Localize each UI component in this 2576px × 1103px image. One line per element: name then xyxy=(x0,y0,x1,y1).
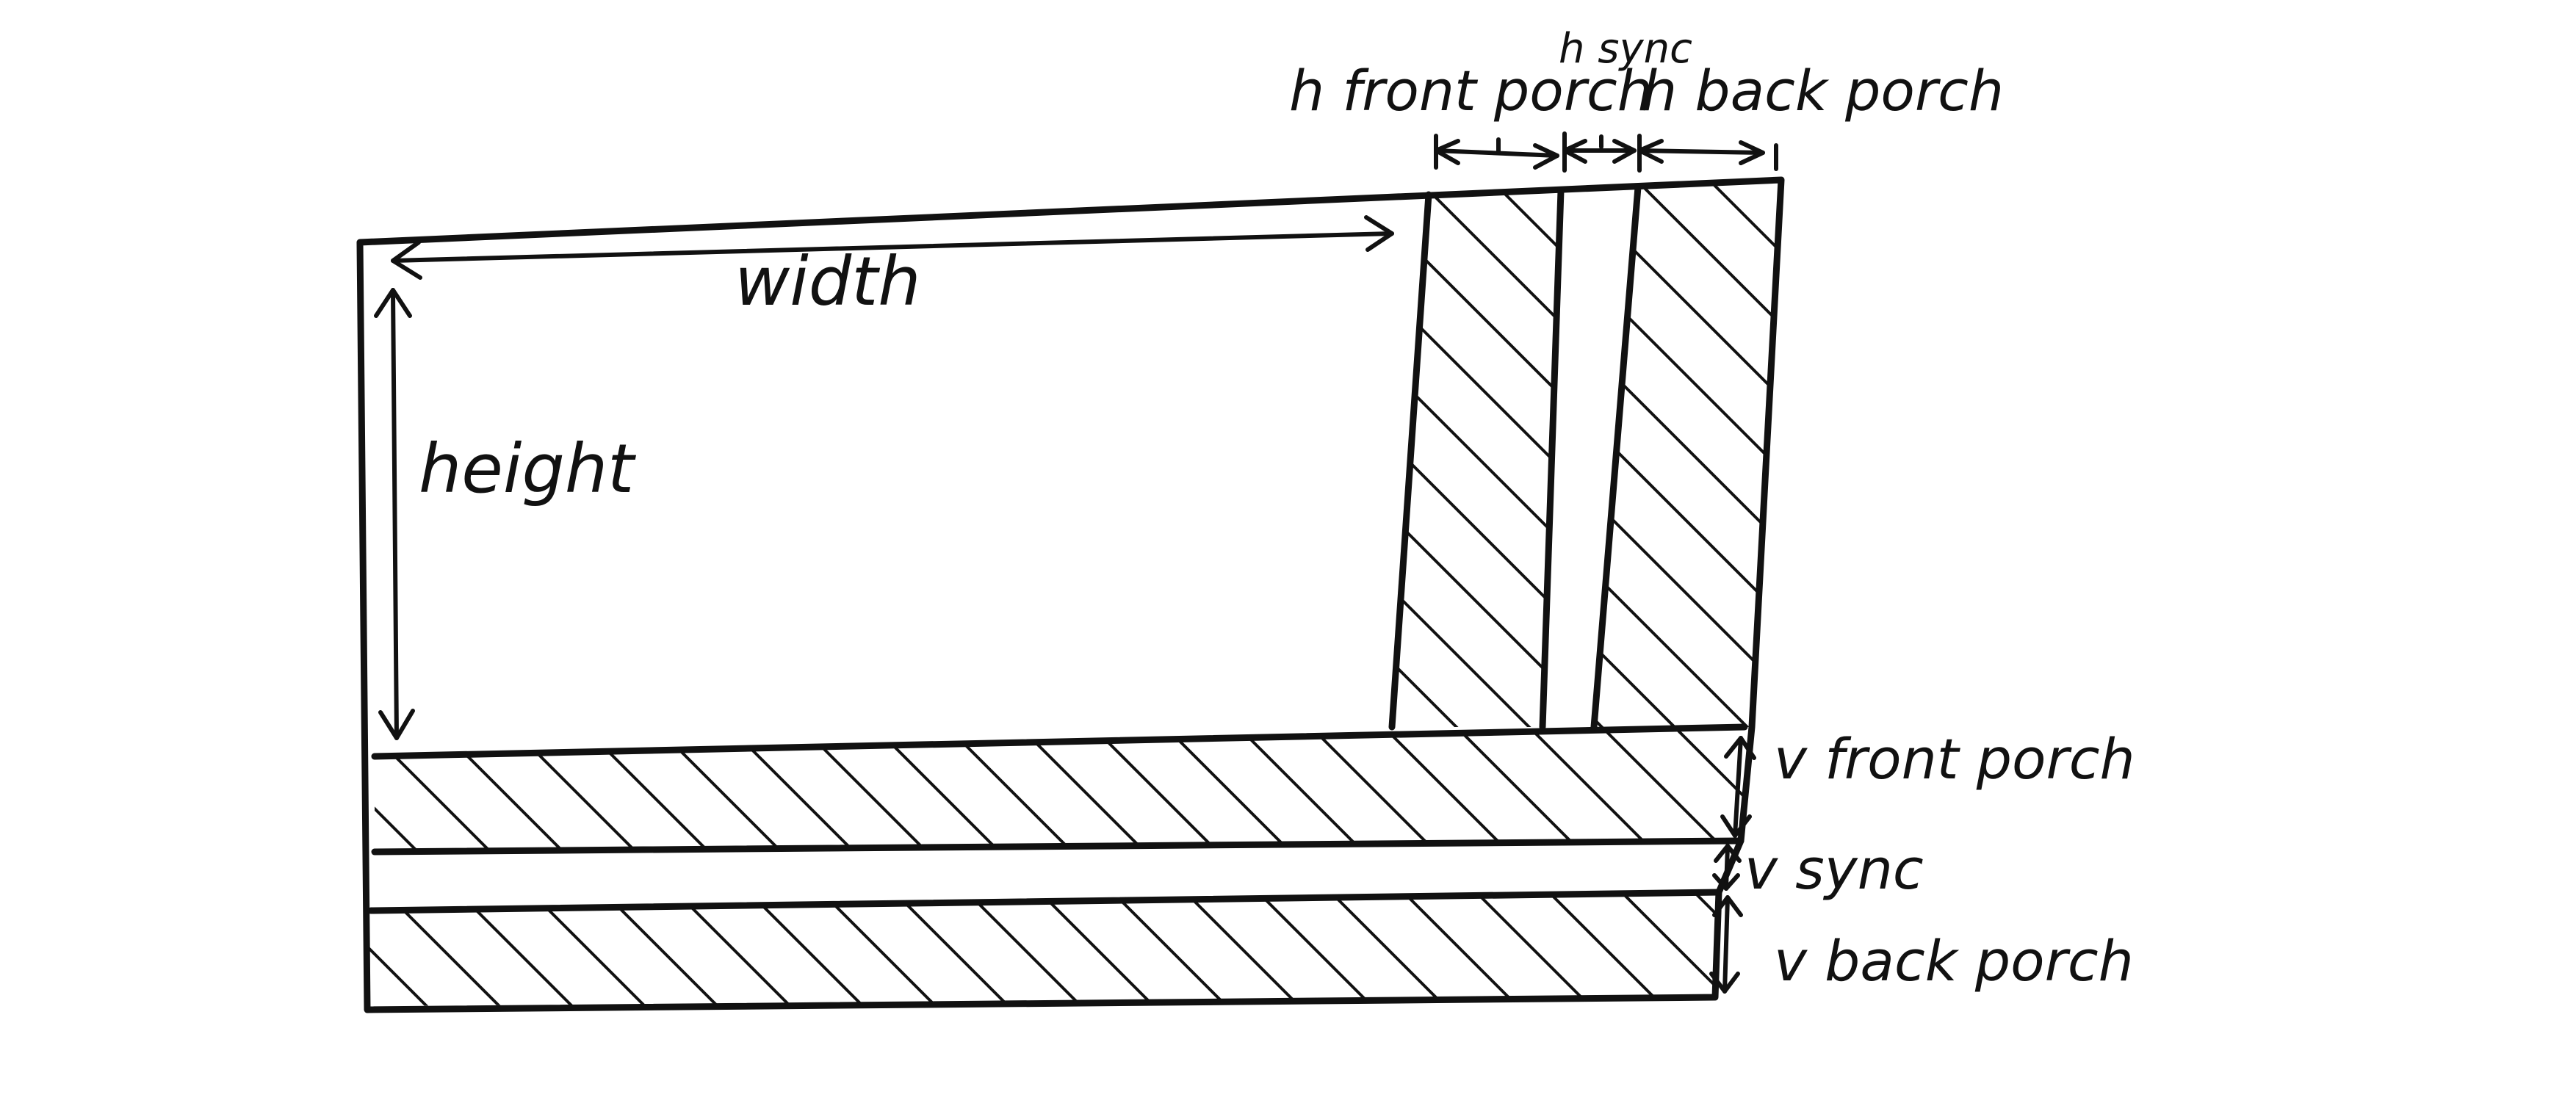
v-front-porch-arrow xyxy=(1720,736,1756,838)
h-back-porch-arrow xyxy=(1637,134,1778,173)
visible-area-right-edge xyxy=(1388,191,1432,731)
h-sync-label: h sync xyxy=(1559,25,1692,73)
frame-outline xyxy=(356,176,1785,1013)
v-back-porch-region xyxy=(367,892,1719,1006)
h-sync-right-edge xyxy=(1590,184,1642,731)
v-sync-label: v sync xyxy=(1745,836,1924,902)
v-back-porch-arrow xyxy=(1709,895,1743,994)
v-sync-top-edge xyxy=(371,837,1745,856)
h-sync-left-edge xyxy=(1539,187,1565,731)
h-sync-arrow xyxy=(1562,131,1637,173)
height-label: height xyxy=(419,430,636,508)
height-arrow xyxy=(374,288,415,740)
h-front-porch-label: h front porch xyxy=(1289,58,1653,123)
v-front-porch-region xyxy=(375,727,1745,852)
h-front-porch-arrow xyxy=(1434,134,1559,170)
v-front-porch-label: v front porch xyxy=(1774,726,2135,792)
v-sync-arrow xyxy=(1712,844,1742,891)
width-label: width xyxy=(735,242,921,321)
h-back-porch-region xyxy=(1594,180,1781,727)
width-arrow xyxy=(391,215,1394,280)
h-back-porch-label: h back porch xyxy=(1642,58,2004,123)
visible-area-bottom-edge xyxy=(371,723,1748,760)
v-back-porch-label: v back porch xyxy=(1774,928,2134,994)
v-sync-bottom-edge xyxy=(367,889,1722,914)
h-front-porch-region xyxy=(1392,191,1561,727)
